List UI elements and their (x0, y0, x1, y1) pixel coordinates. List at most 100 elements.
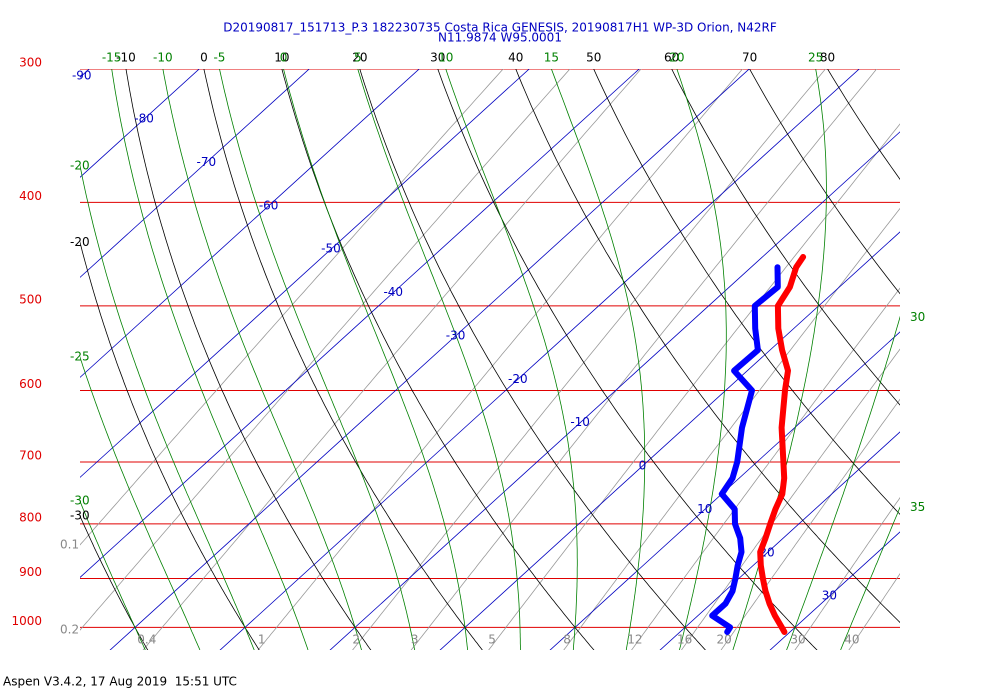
isotherm (439, 231, 900, 650)
mixing-ratio-label: 0.4 (137, 633, 156, 647)
dry-adiabat (749, 69, 900, 295)
footer: Aspen V3.4.2, 17 Aug 2019 15:51 UTC (3, 675, 237, 689)
moist-adiabat (445, 69, 578, 650)
isotherm-label: -50 (321, 242, 341, 256)
moist-adiabat (840, 506, 900, 650)
dry-adiabat (203, 69, 483, 650)
moist-adiabat-label: -20 (70, 158, 90, 172)
mixing-ratio-line (352, 69, 826, 650)
y-tick-label: 900 (19, 565, 42, 579)
isotherm (329, 131, 900, 650)
isotherm-label: -40 (383, 285, 403, 299)
mixing-ratio-label: 16 (677, 633, 692, 647)
dry-adiabat-label: 60 (664, 51, 679, 65)
isotherm-label: -30 (446, 328, 466, 342)
dry-adiabat (593, 69, 900, 515)
moist-adiabat-label: 20 (669, 51, 684, 65)
moist-adiabat-label: 30 (910, 310, 925, 324)
dry-adiabat-label: 20 (352, 51, 367, 65)
mixing-ratio-label: 2 (352, 633, 360, 647)
dry-adiabat (80, 240, 260, 650)
moist-adiabat (550, 69, 646, 650)
y-tick-label: 600 (19, 377, 42, 391)
moist-adiabat (786, 315, 900, 650)
moist-adiabat-label: 10 (438, 51, 453, 65)
mixing-ratio-line (142, 69, 642, 650)
moist-adiabat-label: -30 (70, 494, 90, 508)
mixing-ratio-label: 20 (717, 633, 732, 647)
y-tick-label: 500 (19, 292, 42, 306)
isotherm (549, 331, 900, 650)
mixing-ratio-label: 8 (563, 633, 571, 647)
mixing-ratio-line (80, 69, 504, 546)
isotherm-label: 10 (697, 502, 712, 516)
isotherm (769, 531, 900, 650)
dry-adiabat (125, 69, 372, 650)
mixing-ratio-label: 3 (411, 633, 419, 647)
y-tick-label: 300 (19, 56, 42, 70)
mixing-ratio-label: 12 (627, 633, 642, 647)
isotherm-label: 30 (822, 589, 837, 603)
moist-adiabat-label: -15 (102, 51, 122, 65)
dry-adiabat-label: -10 (116, 51, 136, 65)
dry-adiabat-label: 80 (820, 51, 835, 65)
dry-adiabat (281, 69, 595, 650)
dry-adiabat-label: -30 (70, 509, 90, 523)
moist-adiabat-label: -10 (153, 51, 173, 65)
profile-line (757, 254, 807, 635)
moist-adiabat (80, 163, 255, 650)
moist-adiabat-label: 35 (910, 500, 925, 514)
moist-adiabat-label: 0 (280, 51, 288, 65)
mixing-ratio-label: 0.2 (60, 623, 79, 637)
dry-adiabat-label: 40 (508, 51, 523, 65)
dry-adiabat (671, 69, 900, 406)
moist-adiabat-label: 5 (354, 51, 362, 65)
moist-adiabat (111, 69, 309, 650)
y-tick-label: 1000 (11, 614, 42, 628)
y-tick-label: 800 (19, 510, 42, 524)
y-tick-label: 700 (19, 448, 42, 462)
isotherm (80, 69, 420, 378)
moist-adiabat-label: -5 (213, 51, 225, 65)
moist-adiabat (80, 355, 201, 650)
isotherm (219, 69, 860, 650)
mixing-ratio-line (410, 69, 878, 650)
mixing-ratio-label: 1 (258, 633, 266, 647)
dry-adiabat-label: 10 (274, 51, 289, 65)
mixing-ratio-label: 5 (488, 633, 496, 647)
moist-adiabat (162, 69, 362, 650)
isotherm-label: -60 (259, 198, 279, 212)
mixing-ratio-line (848, 573, 900, 650)
dry-adiabat (515, 69, 900, 624)
chart-title: D20190817_151713_P.3 182230735 Costa Ric… (223, 21, 777, 35)
mixing-ratio-label: 40 (844, 633, 859, 647)
isotherm (80, 69, 530, 478)
moist-adiabat (80, 500, 146, 650)
dry-adiabat (359, 69, 706, 650)
moist-adiabat (676, 69, 727, 650)
profiles (709, 254, 807, 635)
mixing-ratio-line (681, 348, 900, 650)
isotherm-label: -90 (72, 68, 92, 82)
isotherm (659, 431, 900, 650)
moist-adiabat (219, 69, 416, 650)
isotherm (109, 69, 750, 650)
isotherm-label: -80 (134, 112, 154, 126)
isotherm (80, 69, 200, 178)
isotherm-label: 0 (639, 459, 647, 473)
dry-adiabat-label: 70 (742, 51, 757, 65)
mixing-ratio-line (488, 123, 900, 650)
profile-line (709, 264, 781, 635)
moist-adiabat-label: -25 (70, 350, 90, 364)
dry-adiabat-label: -20 (70, 235, 90, 249)
moist-adiabat-label: 25 (808, 51, 823, 65)
moist-adiabat-label: 15 (544, 51, 559, 65)
mixing-ratio-label: 30 (790, 633, 805, 647)
isotherm-label: -10 (570, 415, 590, 429)
isotherm-label: -20 (508, 372, 528, 386)
mixing-ratio-line (794, 497, 900, 650)
mixing-ratio-line (563, 207, 900, 650)
isotherm (80, 69, 310, 278)
